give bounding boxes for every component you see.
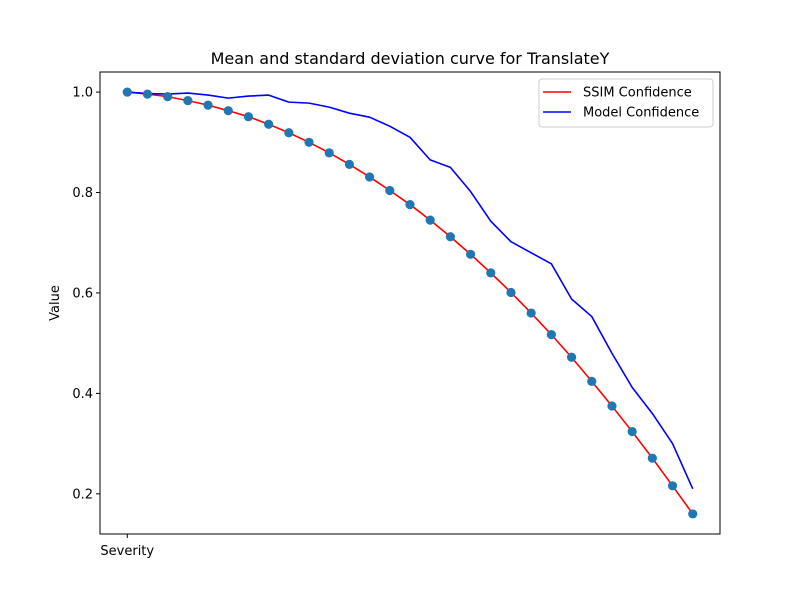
data-point [203,100,213,110]
data-point [243,112,254,122]
data-point [627,426,637,437]
y-axis: 0.2 0.4 0.6 0.8 1.0 [72,86,100,502]
y-tick-label: 0.8 [72,186,93,201]
data-point [365,172,375,182]
data-point [546,330,556,340]
data-point [385,185,395,196]
legend-label: SSIM Confidence [583,86,692,101]
data-point [425,215,435,225]
data-point [344,159,355,169]
plot-area [99,71,721,535]
data-point [142,89,153,99]
legend: SSIM Confidence Model Confidence [538,78,714,128]
data-point [324,148,334,158]
chart-title: Mean and standard deviation curve for Tr… [211,49,610,68]
y-tick-label: 0.2 [72,487,93,502]
data-point [667,481,678,491]
y-tick-label: 1.0 [72,86,93,101]
data-point [122,87,132,97]
data-point [587,376,597,386]
data-point [566,352,577,362]
data-point [526,308,536,318]
x-axis: Severity [100,534,154,559]
data-point [405,199,415,210]
axes-frame [99,71,721,535]
data-point [688,509,698,519]
y-tick-label: 0.6 [72,286,93,301]
data-point [163,92,173,102]
series-layer [122,87,698,519]
legend-box [538,78,714,128]
data-point [465,249,476,259]
data-point [607,401,617,411]
data-point [183,96,193,106]
data-point [647,453,657,463]
data-point [223,106,233,116]
legend-label: Model Confidence [583,106,699,121]
y-tick-label: 0.4 [72,387,93,402]
data-point [264,119,274,129]
data-point [284,128,294,138]
data-point [304,137,314,147]
y-axis-label: Value [48,285,63,321]
data-point [486,268,496,278]
x-tick-label: Severity [100,544,154,559]
series-line-1 [127,91,694,490]
data-point [445,232,455,242]
data-point [506,287,516,298]
